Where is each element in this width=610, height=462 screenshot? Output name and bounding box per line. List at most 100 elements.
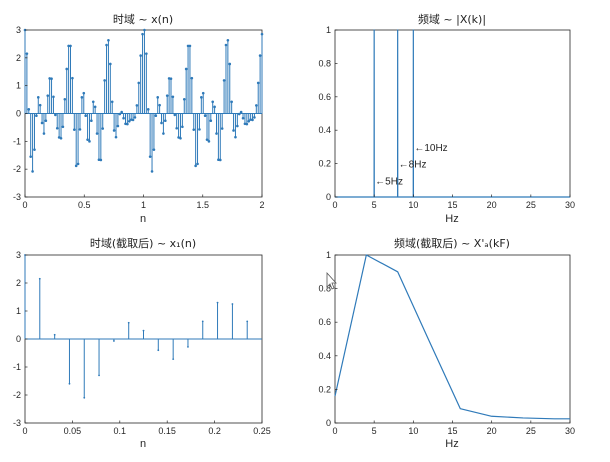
stem-marker bbox=[243, 122, 247, 126]
x-tick-label: 10 bbox=[408, 426, 418, 436]
x-tick-label: 25 bbox=[526, 200, 536, 210]
x-tick-label: 15 bbox=[447, 200, 457, 210]
x-tick-label: 0.2 bbox=[208, 426, 221, 436]
stem-marker bbox=[46, 94, 50, 97]
stem-marker bbox=[192, 128, 196, 131]
stem-marker bbox=[173, 113, 177, 117]
y-tick-label: 0 bbox=[16, 334, 21, 344]
stem-marker bbox=[91, 100, 95, 104]
stem-marker bbox=[83, 396, 86, 399]
panel-1-ticks: 0 0.5 1 1.5 2 -3 -2 -1 0 1 2 3 bbox=[13, 25, 265, 210]
stem-marker bbox=[40, 121, 44, 125]
stem-marker bbox=[129, 118, 133, 121]
stem-marker bbox=[145, 52, 148, 55]
x-tick-label: 1.5 bbox=[196, 200, 209, 210]
stem-marker bbox=[201, 91, 205, 95]
stem-marker bbox=[181, 125, 184, 129]
stem-marker bbox=[200, 96, 203, 99]
stem-marker bbox=[120, 110, 123, 114]
stem-marker bbox=[143, 28, 146, 32]
stem-marker bbox=[226, 38, 230, 42]
stem-marker bbox=[201, 320, 204, 323]
y-tick-label: 2 bbox=[16, 278, 21, 288]
panel-4-title: 频域(截取后) ~ X'ₐ(kF) bbox=[394, 236, 510, 250]
panel-3-ticks: 0 0.05 0.1 0.15 0.2 0.25 -3 -2 -1 0 1 2 3 bbox=[13, 250, 271, 436]
stem-marker bbox=[55, 126, 59, 130]
stem-marker bbox=[90, 119, 93, 123]
stem-marker bbox=[205, 138, 209, 141]
y-tick-label: 0.6 bbox=[318, 92, 331, 102]
stem-marker bbox=[69, 44, 72, 48]
panel-2-axes-box bbox=[334, 29, 571, 198]
stem-marker bbox=[146, 108, 150, 111]
stem-marker bbox=[67, 44, 70, 48]
stem-marker bbox=[234, 135, 237, 139]
stem-marker bbox=[107, 38, 110, 42]
stem-marker bbox=[167, 77, 171, 80]
stem-marker bbox=[82, 91, 86, 95]
stem-marker bbox=[179, 136, 182, 140]
y-tick-label: 0.2 bbox=[318, 159, 331, 169]
panel-4-ticks: 0 5 10 15 20 25 30 0 0.2 0.4 0.6 0.8 1 bbox=[318, 250, 575, 436]
y-tick-label: -2 bbox=[13, 390, 21, 400]
stem-marker bbox=[160, 121, 163, 125]
y-tick-label: 0.8 bbox=[318, 58, 331, 68]
stem-marker bbox=[190, 76, 194, 80]
stem-marker bbox=[169, 77, 173, 81]
stem-marker bbox=[84, 114, 87, 118]
stem-marker bbox=[44, 119, 48, 123]
stem-marker bbox=[88, 140, 91, 143]
x-tick-label: 5 bbox=[372, 426, 377, 436]
y-tick-label: 0.4 bbox=[318, 125, 331, 135]
panel-1-title: 时域 ~ x(n) bbox=[113, 13, 173, 26]
stem-marker bbox=[154, 114, 158, 118]
stem-marker bbox=[175, 126, 178, 130]
stem-marker bbox=[101, 127, 105, 130]
x-tick-label: 10 bbox=[408, 200, 418, 210]
y-tick-label: -2 bbox=[13, 164, 21, 174]
stem-marker bbox=[196, 162, 199, 166]
stem-marker bbox=[241, 116, 245, 120]
panel-truncated-frequency-domain: 频域(截取后) ~ X'ₐ(kF) 0 5 10 15 20 25 30 0 0.2 0.4 0.6… bbox=[318, 236, 575, 450]
stem-marker bbox=[150, 170, 154, 173]
x-tick-label: 0.25 bbox=[253, 426, 271, 436]
stem-marker bbox=[78, 128, 82, 131]
stem-marker bbox=[99, 158, 103, 162]
y-tick-label: -3 bbox=[13, 418, 21, 428]
stem-marker bbox=[50, 77, 53, 81]
peak-annotation: ←5Hz bbox=[375, 176, 403, 187]
y-tick-label: 0.6 bbox=[318, 317, 331, 327]
stem-marker bbox=[29, 155, 32, 158]
y-tick-label: 3 bbox=[16, 250, 21, 260]
x-tick-label: 2 bbox=[259, 200, 264, 210]
panel-4-axes-box bbox=[334, 254, 571, 424]
mouse-pointer-icon bbox=[326, 271, 337, 290]
stem-marker bbox=[114, 135, 118, 139]
x-tick-label: 15 bbox=[447, 426, 457, 436]
panel-2-xlabel: Hz bbox=[445, 213, 458, 225]
stem-marker bbox=[162, 132, 165, 135]
stem-marker bbox=[36, 96, 40, 99]
stem-marker bbox=[194, 164, 197, 168]
stem-marker bbox=[184, 67, 188, 71]
y-tick-label: -1 bbox=[13, 362, 21, 372]
stem-marker bbox=[122, 116, 125, 120]
stem-marker bbox=[165, 94, 169, 97]
y-tick-label: 0 bbox=[326, 192, 331, 202]
stem-marker bbox=[59, 136, 63, 140]
stem-marker bbox=[256, 81, 260, 85]
stem-marker bbox=[98, 374, 100, 377]
stem-marker bbox=[258, 54, 262, 57]
stem-marker bbox=[148, 155, 152, 158]
stem-marker bbox=[97, 158, 101, 162]
stem-marker bbox=[135, 104, 139, 107]
stem-marker bbox=[186, 44, 190, 48]
stem-marker bbox=[38, 277, 41, 280]
x-tick-label: 20 bbox=[487, 426, 497, 436]
stem-marker bbox=[220, 127, 224, 130]
stem-marker bbox=[80, 96, 84, 99]
stem-marker bbox=[109, 62, 112, 66]
stem-marker bbox=[209, 119, 213, 123]
y-tick-label: 1 bbox=[16, 81, 21, 91]
